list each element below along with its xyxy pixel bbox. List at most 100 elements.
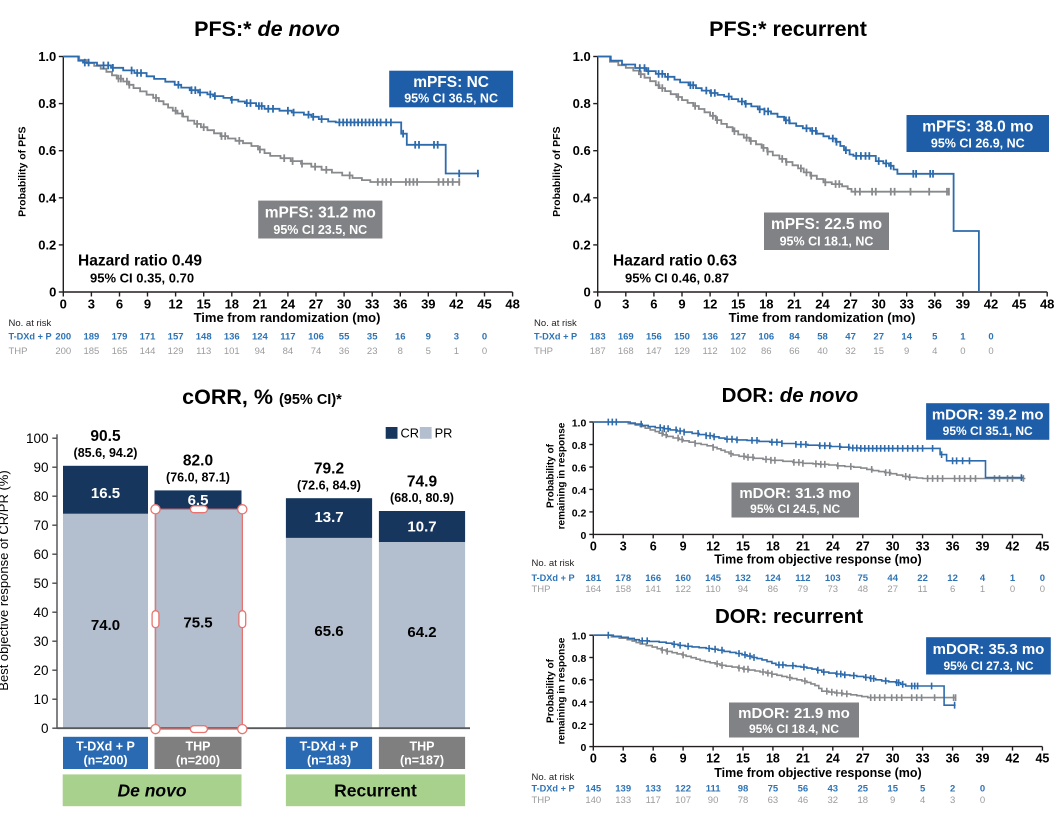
svg-text:30: 30: [337, 297, 351, 312]
svg-text:(76.0, 87.1): (76.0, 87.1): [166, 471, 230, 485]
svg-text:Hazard ratio 0.63: Hazard ratio 0.63: [613, 253, 737, 270]
svg-text:THP: THP: [9, 346, 28, 357]
svg-text:18: 18: [766, 752, 780, 766]
svg-text:No. at risk: No. at risk: [534, 318, 577, 329]
svg-text:0.6: 0.6: [572, 675, 587, 687]
svg-text:79.2: 79.2: [314, 461, 344, 478]
svg-text:18: 18: [766, 539, 780, 553]
svg-text:0: 0: [41, 721, 49, 736]
svg-text:164: 164: [585, 584, 601, 595]
svg-text:144: 144: [140, 346, 156, 357]
svg-text:0: 0: [980, 784, 985, 795]
svg-text:129: 129: [674, 346, 690, 357]
svg-text:117: 117: [646, 795, 661, 806]
svg-text:101: 101: [224, 346, 240, 357]
svg-text:3: 3: [454, 332, 459, 343]
svg-text:33: 33: [899, 297, 913, 312]
svg-text:200: 200: [55, 332, 71, 343]
svg-text:mPFS: 22.5 mo: mPFS: 22.5 mo: [771, 216, 882, 233]
svg-text:178: 178: [615, 573, 631, 584]
svg-text:0: 0: [590, 752, 597, 766]
svg-text:43: 43: [828, 784, 839, 795]
svg-text:1.0: 1.0: [38, 49, 56, 64]
svg-text:0.2: 0.2: [572, 720, 587, 732]
svg-text:(n=200): (n=200): [176, 753, 220, 767]
svg-text:139: 139: [615, 784, 631, 795]
svg-text:0: 0: [1040, 573, 1045, 584]
svg-text:No. at risk: No. at risk: [532, 772, 575, 783]
svg-text:103: 103: [825, 573, 841, 584]
svg-text:15: 15: [196, 297, 210, 312]
svg-text:45: 45: [477, 297, 491, 312]
svg-text:15: 15: [731, 297, 745, 312]
svg-text:mPFS: NC: mPFS: NC: [413, 74, 489, 91]
svg-text:111: 111: [706, 784, 722, 795]
svg-text:65.6: 65.6: [314, 623, 343, 640]
svg-text:13.7: 13.7: [314, 509, 343, 526]
svg-text:THP: THP: [186, 739, 211, 753]
svg-text:15: 15: [887, 784, 898, 795]
svg-text:185: 185: [83, 346, 99, 357]
svg-text:15: 15: [873, 346, 884, 357]
svg-text:136: 136: [702, 332, 718, 343]
svg-text:6.5: 6.5: [188, 492, 209, 509]
svg-text:32: 32: [828, 795, 839, 806]
svg-text:1: 1: [454, 346, 459, 357]
svg-text:8: 8: [398, 346, 403, 357]
svg-text:27: 27: [873, 332, 884, 343]
svg-text:15: 15: [736, 539, 750, 553]
svg-text:39: 39: [976, 539, 990, 553]
svg-text:50: 50: [33, 576, 48, 591]
svg-text:107: 107: [675, 795, 691, 806]
svg-text:T-DXd + P: T-DXd + P: [76, 739, 135, 753]
svg-text:18: 18: [858, 795, 869, 806]
svg-text:90: 90: [33, 460, 48, 475]
svg-text:95% CI 23.5, NC: 95% CI 23.5, NC: [273, 223, 367, 237]
svg-text:4: 4: [932, 346, 937, 357]
svg-text:mPFS: 31.2 mo: mPFS: 31.2 mo: [265, 205, 376, 222]
svg-text:0.8: 0.8: [573, 96, 591, 111]
svg-text:THP: THP: [534, 346, 553, 357]
svg-text:0.6: 0.6: [38, 143, 56, 158]
svg-text:Hazard ratio 0.49: Hazard ratio 0.49: [78, 253, 202, 270]
svg-text:mDOR: 31.3 mo: mDOR: 31.3 mo: [739, 485, 851, 502]
svg-text:181: 181: [585, 573, 602, 584]
svg-text:5: 5: [426, 346, 431, 357]
svg-text:90.5: 90.5: [90, 428, 121, 445]
svg-text:9: 9: [680, 539, 687, 553]
svg-text:30: 30: [33, 634, 48, 649]
svg-text:25: 25: [858, 784, 869, 795]
svg-text:0.8: 0.8: [572, 653, 587, 665]
svg-text:Best objective response of CR/: Best objective response of CR/PR (%): [0, 470, 11, 690]
svg-text:21: 21: [787, 297, 801, 312]
svg-text:0: 0: [482, 332, 487, 343]
svg-text:T-DXd + P: T-DXd + P: [534, 332, 577, 342]
svg-text:0.4: 0.4: [38, 190, 57, 205]
svg-text:84: 84: [283, 346, 294, 357]
svg-text:0: 0: [1040, 584, 1045, 595]
svg-text:60: 60: [33, 547, 48, 562]
svg-text:27: 27: [843, 297, 857, 312]
svg-text:0.6: 0.6: [573, 143, 591, 158]
svg-text:Time from objective response (: Time from objective response (mo): [714, 766, 921, 780]
svg-text:78: 78: [738, 795, 749, 806]
svg-text:20: 20: [33, 663, 48, 678]
svg-text:21: 21: [253, 297, 267, 312]
svg-text:remaining in response: remaining in response: [557, 637, 568, 744]
svg-text:16.5: 16.5: [91, 485, 120, 502]
svg-text:36: 36: [339, 346, 350, 357]
svg-text:0.4: 0.4: [572, 485, 587, 497]
svg-text:THP: THP: [532, 795, 551, 806]
svg-text:33: 33: [365, 297, 379, 312]
svg-text:124: 124: [252, 332, 269, 343]
svg-text:74.0: 74.0: [91, 617, 120, 634]
svg-text:1: 1: [1010, 573, 1016, 584]
svg-text:80: 80: [33, 489, 48, 504]
svg-text:95% CI 26.9, NC: 95% CI 26.9, NC: [931, 136, 1025, 150]
svg-text:39: 39: [421, 297, 435, 312]
svg-text:82.0: 82.0: [183, 453, 213, 470]
svg-text:27: 27: [887, 584, 898, 595]
svg-text:Probability of: Probability of: [546, 658, 557, 723]
svg-text:44: 44: [887, 573, 898, 584]
svg-text:Time from randomization (mo): Time from randomization (mo): [194, 310, 381, 325]
